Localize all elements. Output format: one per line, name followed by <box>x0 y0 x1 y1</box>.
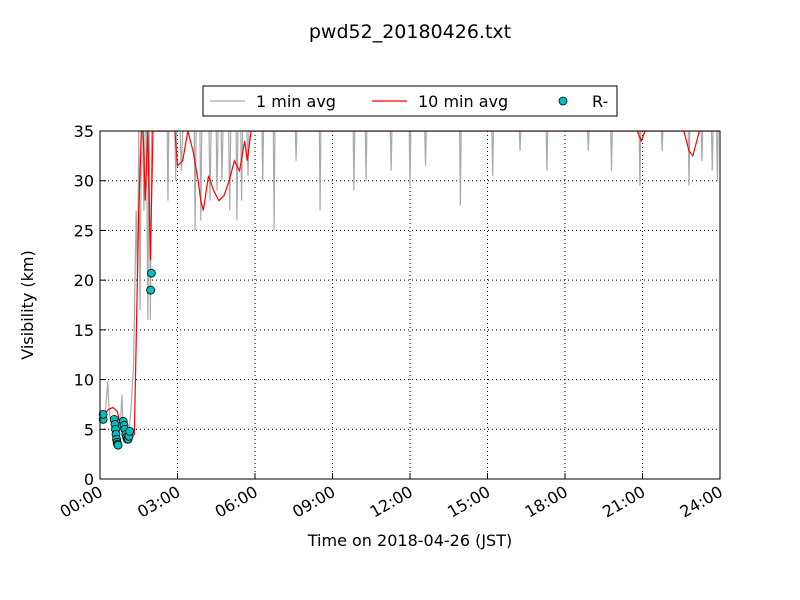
legend-marker <box>558 96 568 106</box>
chart-title: pwd52_20180426.txt <box>309 21 511 43</box>
legend-label: R- <box>592 92 608 111</box>
data-point <box>98 409 108 419</box>
data-point <box>125 426 135 436</box>
y-tick-label: 0 <box>84 470 94 489</box>
legend-frame <box>202 85 618 117</box>
data-point <box>146 285 156 295</box>
y-tick-label: 20 <box>74 271 94 290</box>
y-tick-label: 25 <box>74 221 94 240</box>
y-tick-label: 35 <box>74 122 94 141</box>
x-axis-label: Time on 2018-04-26 (JST) <box>307 531 512 550</box>
data-point <box>147 268 156 278</box>
data-point <box>113 440 123 450</box>
y-tick-label: 30 <box>74 172 94 191</box>
legend-label: 1 min avg <box>256 92 336 111</box>
legend: 1 min avg 10 min avg R- <box>202 85 618 117</box>
y-tick-label: 10 <box>74 371 94 390</box>
y-tick-label: 15 <box>74 321 94 340</box>
y-axis-label: Visibility (km) <box>18 250 37 359</box>
legend-label: 10 min avg <box>418 92 508 111</box>
y-tick-label: 5 <box>84 420 94 439</box>
